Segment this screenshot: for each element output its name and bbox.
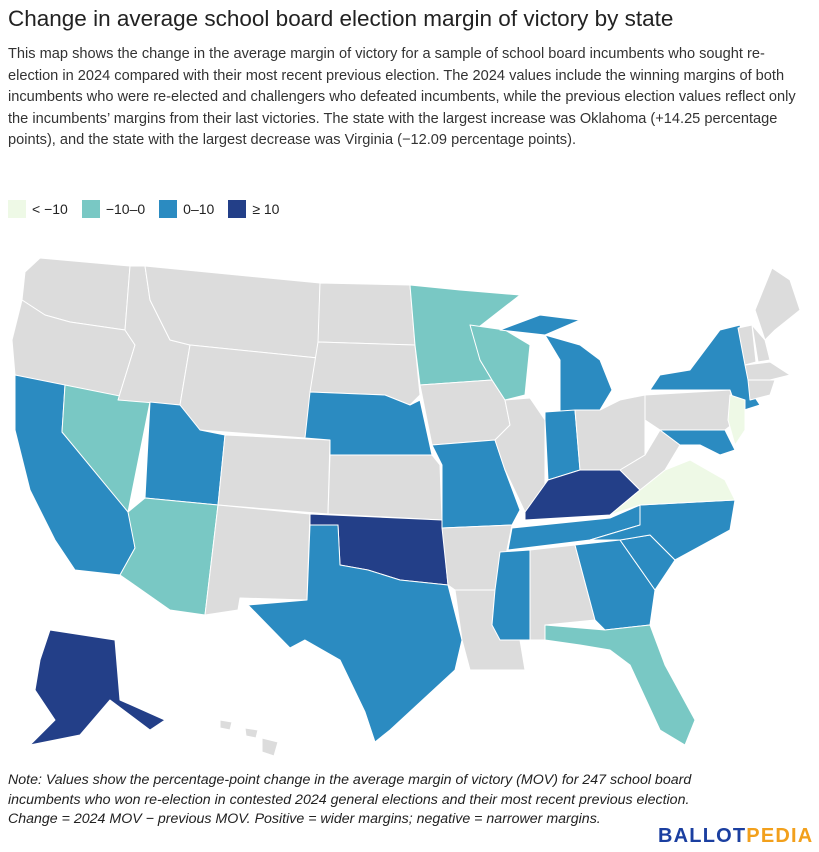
state-pa bbox=[644, 389, 739, 431]
state-wi bbox=[469, 324, 531, 401]
state-hi bbox=[219, 719, 279, 757]
state-mi bbox=[499, 314, 613, 413]
legend-label: 0–10 bbox=[183, 201, 215, 217]
state-me bbox=[754, 267, 801, 341]
legend-swatch bbox=[81, 200, 100, 218]
map-description: This map shows the change in the average… bbox=[8, 46, 796, 148]
legend-label: < −10 bbox=[32, 201, 68, 217]
state-ia bbox=[419, 379, 511, 446]
state-nh bbox=[751, 324, 771, 363]
state-vt bbox=[737, 324, 757, 366]
legend-label: ≥ 10 bbox=[252, 201, 280, 217]
logo-part1: BALLOT bbox=[658, 825, 747, 847]
legend-label: −10–0 bbox=[105, 201, 146, 217]
state-nm bbox=[204, 504, 311, 616]
legend-item: −10–0 bbox=[81, 200, 146, 218]
legend-swatch bbox=[228, 200, 247, 218]
state-tx bbox=[247, 524, 463, 743]
state-nc bbox=[589, 499, 736, 561]
footnote: Note: Values show the percentage-point c… bbox=[8, 772, 692, 827]
us-map bbox=[11, 257, 801, 757]
legend-item: < −10 bbox=[8, 200, 68, 218]
ballotpedia-logo: BALLOTPEDIA bbox=[658, 825, 813, 848]
state-ks bbox=[327, 454, 443, 521]
state-ak bbox=[29, 629, 166, 746]
state-ma bbox=[744, 361, 791, 381]
state-co bbox=[217, 434, 331, 515]
state-ct bbox=[747, 379, 776, 401]
legend-item: ≥ 10 bbox=[228, 200, 279, 218]
state-az bbox=[119, 497, 219, 616]
state-md bbox=[659, 429, 736, 456]
legend-swatch bbox=[159, 200, 178, 218]
state-nd bbox=[317, 282, 416, 346]
legend: < −10 −10–0 0–10 ≥ 10 bbox=[8, 200, 279, 218]
map-title: Change in average school board election … bbox=[8, 6, 674, 31]
state-in bbox=[544, 409, 581, 481]
state-nj bbox=[727, 394, 746, 446]
logo-part2: PEDIA bbox=[746, 825, 814, 847]
state-wy bbox=[179, 344, 319, 439]
legend-swatch bbox=[8, 200, 26, 218]
state-fl bbox=[544, 624, 696, 746]
legend-item: 0–10 bbox=[159, 200, 214, 218]
